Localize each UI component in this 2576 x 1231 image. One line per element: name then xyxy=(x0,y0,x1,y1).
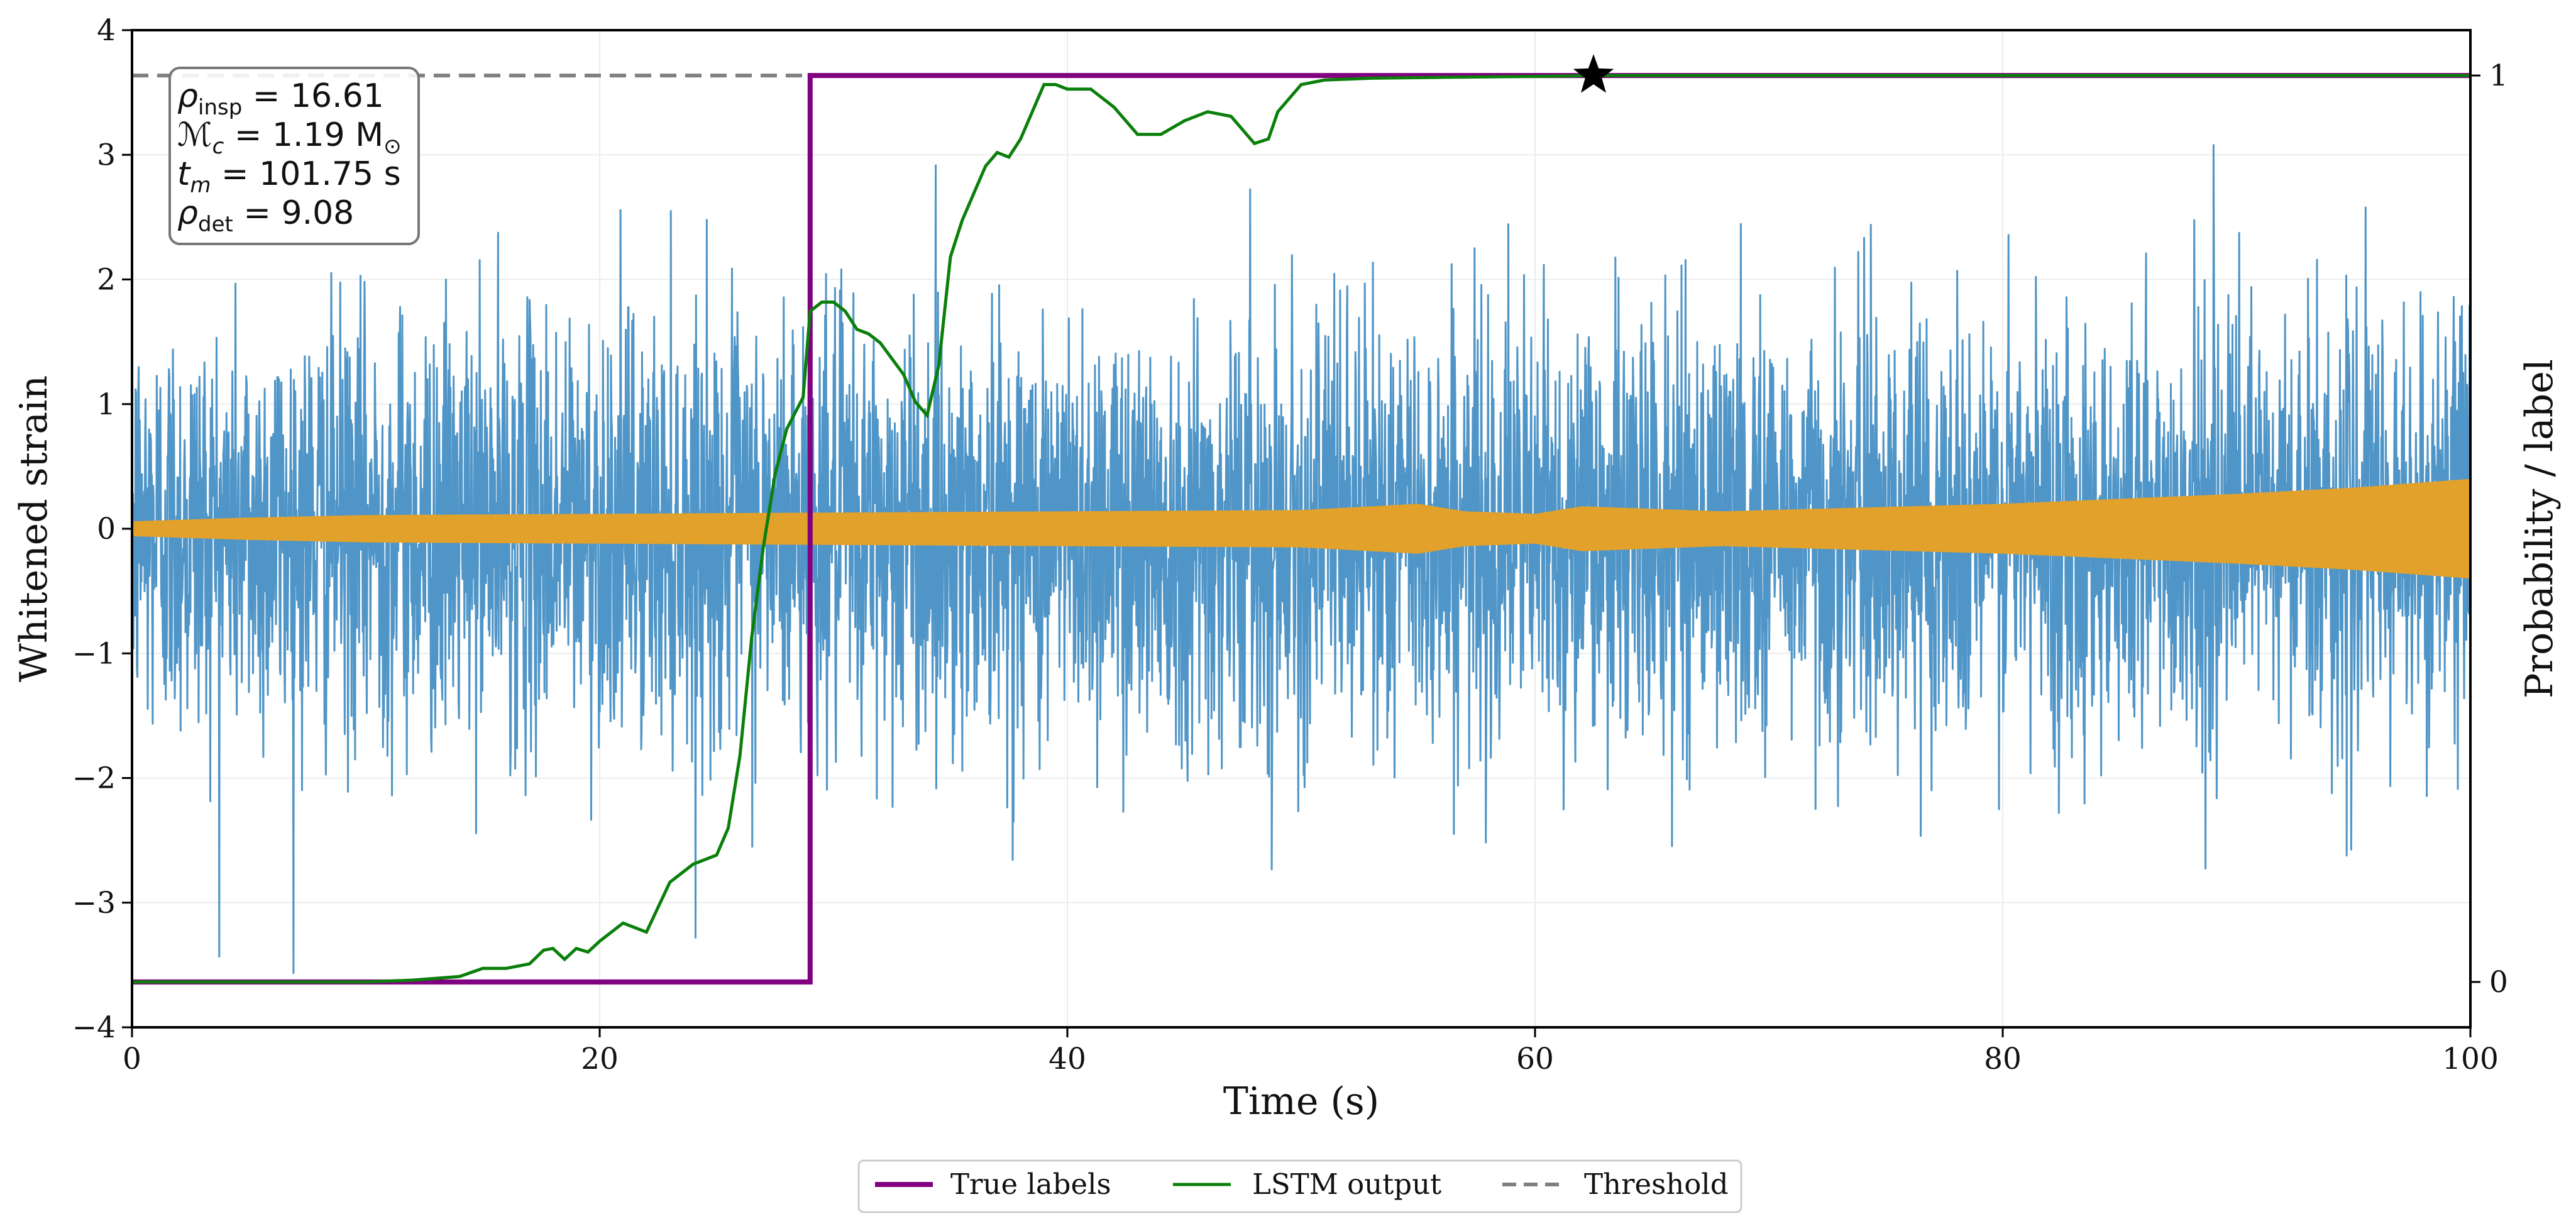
strain-series-line xyxy=(132,144,2470,974)
annotation-merger-time: tm = 101.75 s xyxy=(177,155,401,198)
parameters-annotation-box: ρinsp = 16.61 ℳc = 1.19 M⊙ tm = 101.75 s… xyxy=(168,67,420,245)
right-y-axis-title: Probability / label xyxy=(2518,359,2562,698)
x-axis-ticks: 0 20 40 60 80 100 xyxy=(123,1027,2499,1076)
x-axis-title: Time (s) xyxy=(1223,1079,1379,1123)
left-y-tick-label: 4 xyxy=(97,13,116,48)
left-y-axis-ticks: −4 −3 −2 −1 0 1 2 3 4 xyxy=(72,13,132,1045)
x-tick-label: 80 xyxy=(1984,1042,2022,1076)
x-tick-label: 60 xyxy=(1516,1042,1554,1076)
legend-label-threshold: Threshold xyxy=(1584,1168,1729,1201)
left-y-tick-label: −4 xyxy=(72,1010,116,1045)
left-y-axis-title: Whitened strain xyxy=(12,375,56,682)
x-tick-label: 100 xyxy=(2442,1042,2499,1076)
annotation-chirp-mass: ℳc = 1.19 M⊙ xyxy=(177,116,402,159)
x-tick-label: 40 xyxy=(1049,1042,1086,1076)
detection-star-marker xyxy=(1573,54,1614,93)
lstm-output-line xyxy=(132,74,2470,984)
legend: True labels LSTM output Threshold xyxy=(857,1159,1742,1213)
left-y-tick-label: −1 xyxy=(72,636,116,671)
left-y-tick-label: 3 xyxy=(97,138,116,172)
annotation-snr-insp: ρinsp = 16.61 xyxy=(177,77,384,120)
right-y-tick-label: 1 xyxy=(2489,58,2508,93)
x-tick-label: 20 xyxy=(581,1042,619,1076)
legend-label-lstm-output: LSTM output xyxy=(1252,1168,1441,1201)
legend-label-true-labels: True labels xyxy=(950,1168,1111,1201)
right-y-axis-ticks: 01 xyxy=(2470,58,2508,1000)
left-y-tick-label: 0 xyxy=(97,512,116,546)
signal-envelope-area xyxy=(132,478,2470,579)
annotation-snr-det: ρdet = 9.08 xyxy=(177,194,354,237)
right-y-tick-label: 0 xyxy=(2489,965,2508,1000)
left-y-tick-label: 1 xyxy=(97,387,116,422)
x-tick-label: 0 xyxy=(123,1042,141,1076)
left-y-tick-label: −3 xyxy=(72,886,116,920)
left-y-tick-label: 2 xyxy=(97,263,116,297)
left-y-tick-label: −2 xyxy=(72,761,116,796)
